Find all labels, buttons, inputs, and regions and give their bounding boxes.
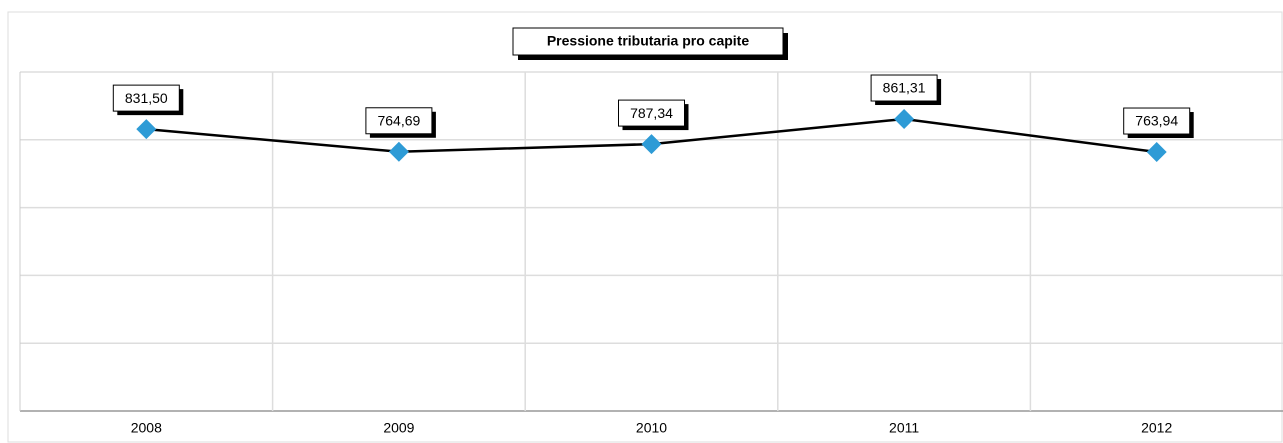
title-box — [512, 27, 784, 56]
label-box — [1123, 107, 1191, 135]
x-tick-label: 2009 — [383, 420, 414, 436]
data-label: 861,31 — [883, 80, 926, 96]
data-label: 787,34 — [630, 105, 673, 121]
chart-title: Pressione tributaria pro capite — [547, 33, 749, 49]
marker — [641, 134, 662, 155]
marker — [1146, 142, 1167, 163]
x-tick-label: 2012 — [1141, 420, 1172, 436]
label-box — [618, 99, 685, 127]
label-box — [112, 84, 180, 112]
x-tick-label: 2011 — [889, 420, 919, 436]
data-label: 763,94 — [1135, 113, 1178, 129]
label-box — [365, 107, 433, 135]
marker — [894, 109, 915, 130]
x-tick-label: 2010 — [636, 420, 667, 436]
chart-frame — [7, 11, 1283, 443]
marker — [136, 119, 157, 140]
label-box — [870, 74, 938, 102]
marker — [388, 141, 409, 162]
data-label: 831,50 — [125, 90, 168, 106]
x-tick-label: 2008 — [131, 420, 162, 436]
data-label: 764,69 — [377, 112, 420, 128]
